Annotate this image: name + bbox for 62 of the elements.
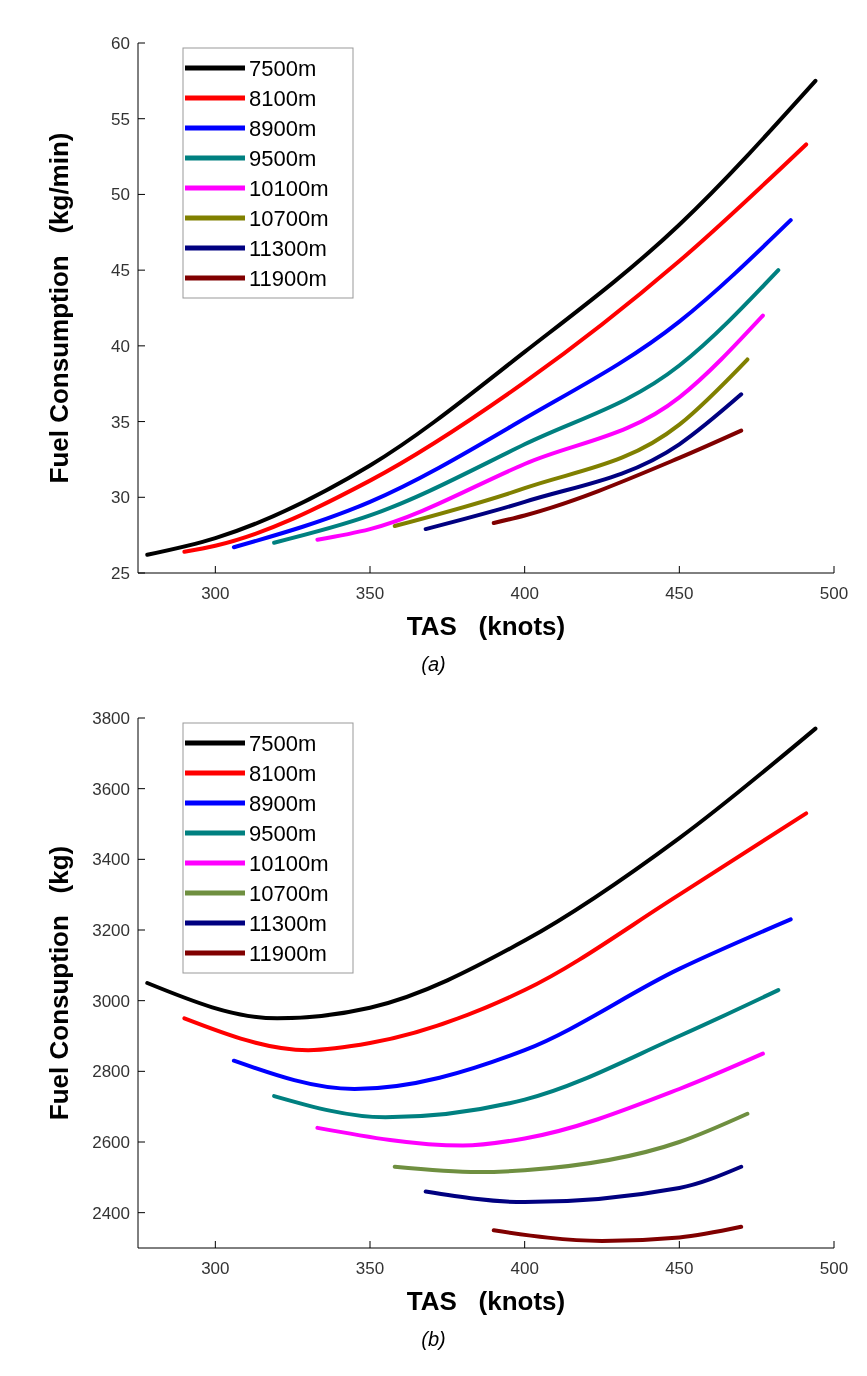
legend-label: 10700m: [249, 880, 329, 906]
y-axis-title: Fuel Consumption (kg/min): [44, 132, 74, 484]
line-series: [423, 392, 744, 532]
x-tick-label: 450: [665, 1259, 694, 1278]
x-tick-label: 450: [665, 584, 694, 603]
legend-label: 11300m: [249, 235, 327, 261]
legend-label: 11900m: [249, 940, 327, 966]
line-series: [182, 811, 809, 1053]
y-tick-label: 3000: [92, 991, 130, 1011]
line-series: [231, 917, 793, 1091]
line-series: [392, 357, 750, 529]
y-tick-label: 3600: [92, 779, 130, 799]
line-series: [182, 142, 809, 554]
x-axis-title: TAS (knots): [406, 1286, 566, 1316]
legend-label: 8100m: [249, 85, 317, 111]
x-tick-label: 350: [355, 1259, 385, 1278]
x-tick-label: 350: [355, 584, 385, 603]
legend-label: 7500m: [249, 730, 317, 756]
y-tick-label: 30: [111, 488, 130, 508]
y-tick-label: 3200: [92, 920, 130, 940]
y-tick-label: 2800: [92, 1062, 130, 1082]
y-tick-label: 3800: [92, 708, 130, 728]
line-series: [315, 1051, 765, 1148]
x-tick-label: 300: [201, 584, 230, 603]
legend-label: 8100m: [249, 760, 317, 786]
line-series: [491, 428, 744, 526]
legend-label: 10700m: [249, 205, 329, 231]
line-series: [315, 313, 765, 542]
y-tick-label: 55: [111, 109, 130, 129]
legend-label: 11900m: [249, 265, 327, 291]
legend-label: 7500m: [249, 55, 317, 81]
y-axis-title: Fuel Consuption (kg): [44, 845, 74, 1121]
text: (a): [421, 653, 446, 675]
legend-label: 8900m: [249, 790, 317, 816]
legend-label: 10100m: [249, 850, 329, 876]
x-tick-label: 400: [510, 584, 539, 603]
legend-label: 9500m: [249, 820, 317, 846]
legend-label: 8900m: [249, 115, 317, 141]
y-tick-label: 2600: [92, 1132, 130, 1152]
y-tick-label: 50: [111, 185, 130, 205]
legend-label: 9500m: [249, 145, 317, 171]
legend-label: 10100m: [249, 175, 329, 201]
text: (b): [421, 1328, 446, 1350]
x-tick-label: 500: [819, 584, 849, 603]
line-series: [392, 1111, 750, 1175]
y-tick-label: 40: [111, 336, 130, 356]
line-series: [491, 1224, 744, 1243]
x-tick-label: 500: [819, 1259, 849, 1278]
x-axis-title: TAS (knots): [406, 611, 566, 641]
y-tick-label: 60: [111, 33, 130, 53]
line-series: [272, 988, 781, 1120]
y-tick-label: 35: [111, 412, 130, 432]
y-tick-label: 45: [111, 261, 130, 281]
x-tick-label: 400: [510, 1259, 539, 1278]
y-tick-label: 3400: [92, 850, 130, 870]
line-series: [145, 78, 818, 557]
legend-label: 11300m: [249, 910, 327, 936]
y-tick-label: 2400: [92, 1203, 130, 1223]
y-tick-label: 25: [111, 563, 130, 583]
line-series: [145, 726, 818, 1021]
x-tick-label: 300: [201, 1259, 230, 1278]
line-series: [423, 1164, 744, 1205]
